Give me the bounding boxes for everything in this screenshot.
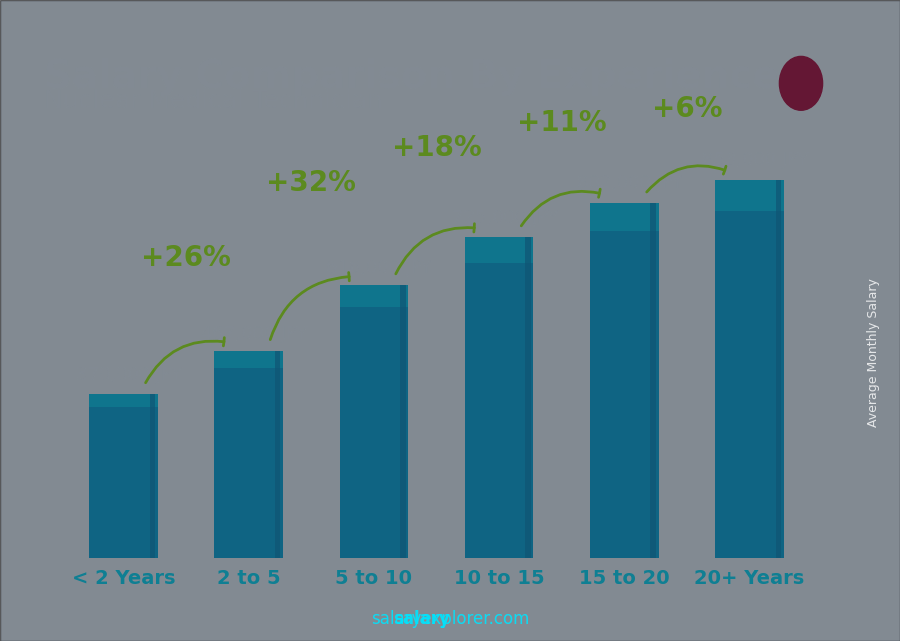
Text: 467,000 JPY: 467,000 JPY	[202, 325, 308, 343]
Text: 853,000 JPY: 853,000 JPY	[702, 151, 808, 169]
Bar	[715, 180, 784, 558]
Bar	[214, 351, 284, 558]
Bar	[149, 394, 156, 558]
Text: Salary Comparison By Experience: Salary Comparison By Experience	[44, 58, 778, 96]
Bar	[464, 237, 534, 558]
Text: Average Monthly Salary: Average Monthly Salary	[867, 278, 879, 427]
Bar	[526, 237, 531, 558]
Bar	[651, 203, 656, 558]
Text: +32%: +32%	[266, 169, 356, 197]
Bar	[339, 285, 409, 307]
Text: 802,000 JPY: 802,000 JPY	[577, 174, 683, 192]
Bar	[715, 180, 784, 211]
Text: salary: salary	[393, 610, 450, 628]
Text: +6%: +6%	[652, 95, 722, 123]
Text: +26%: +26%	[141, 244, 231, 272]
Text: +11%: +11%	[517, 108, 607, 137]
Text: +18%: +18%	[392, 134, 482, 162]
Text: 616,000 JPY: 616,000 JPY	[327, 259, 433, 277]
Text: salaryexplorer.com: salaryexplorer.com	[371, 610, 529, 628]
Bar	[89, 394, 158, 407]
Bar	[214, 351, 284, 368]
Circle shape	[779, 56, 823, 110]
Bar	[590, 203, 659, 558]
Text: Nuclear Medical Technician: Nuclear Medical Technician	[44, 89, 383, 113]
Bar	[464, 237, 534, 263]
Text: 725,000 JPY: 725,000 JPY	[452, 210, 558, 228]
Bar	[89, 394, 158, 558]
Bar	[274, 351, 281, 558]
Bar	[339, 285, 409, 558]
Bar	[590, 203, 659, 231]
Bar	[400, 285, 406, 558]
Bar	[776, 180, 781, 558]
Text: 370,000 JPY: 370,000 JPY	[76, 366, 183, 384]
